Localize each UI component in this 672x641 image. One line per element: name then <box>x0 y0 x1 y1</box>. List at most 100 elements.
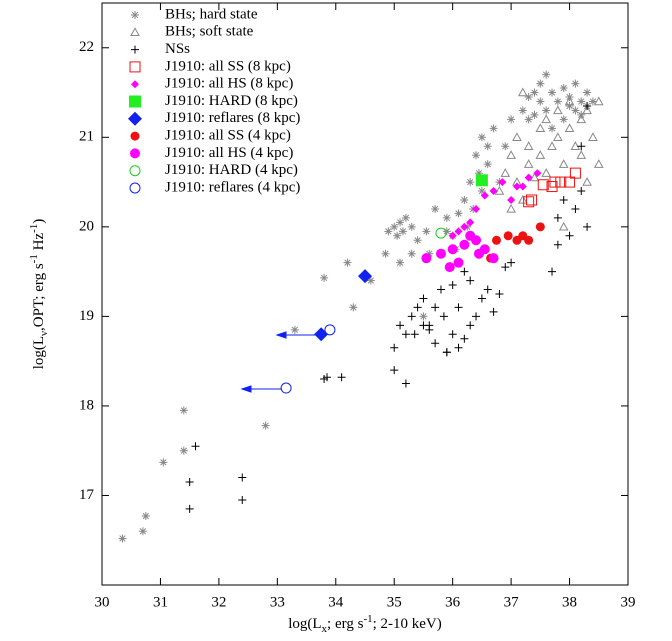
plus-marker <box>436 285 445 294</box>
asterisk-marker <box>390 222 399 231</box>
plus-marker <box>448 281 457 290</box>
asterisk-marker <box>536 97 545 106</box>
plus-marker <box>583 101 592 110</box>
plus-marker <box>396 321 405 330</box>
triangle-marker <box>500 168 511 177</box>
circle-marker <box>459 239 470 250</box>
plus-marker <box>185 504 194 513</box>
triangle-marker <box>582 105 592 115</box>
y-tick-label: 18 <box>79 397 94 413</box>
asterisk-marker <box>141 512 150 521</box>
plus-marker <box>390 343 399 352</box>
asterisk-marker <box>381 249 390 258</box>
asterisk-marker <box>559 115 568 124</box>
triangle-marker <box>535 123 546 133</box>
asterisk-marker <box>422 227 431 236</box>
asterisk-marker <box>507 115 516 124</box>
asterisk-marker <box>261 421 270 430</box>
asterisk-marker <box>483 142 492 151</box>
asterisk-marker <box>548 88 557 97</box>
plus-marker <box>337 373 346 382</box>
plus-marker <box>419 294 428 303</box>
x-tick-label: 39 <box>621 594 636 610</box>
asterisk-marker <box>565 101 574 110</box>
triangle-marker <box>512 132 522 142</box>
y-tick-label: 21 <box>79 129 94 145</box>
asterisk-marker <box>118 534 127 543</box>
plus-marker <box>577 187 586 196</box>
circle-marker <box>130 148 140 159</box>
triangle-marker <box>564 96 575 106</box>
asterisk-marker <box>553 97 562 106</box>
plus-marker <box>460 334 469 343</box>
legend-label: J1910: all HS (4 kpc) <box>165 145 293 161</box>
triangle-marker <box>553 132 563 142</box>
diamond-marker <box>533 169 542 178</box>
y-tick-label: 22 <box>79 39 94 55</box>
asterisk-marker <box>431 204 440 213</box>
plus-marker <box>483 285 492 294</box>
triangle-marker <box>494 186 505 195</box>
asterisk-marker <box>396 218 405 227</box>
plus-marker <box>131 45 139 54</box>
circle-marker <box>435 227 447 239</box>
circle-marker <box>447 244 458 255</box>
square-marker <box>564 176 576 188</box>
plus-marker <box>565 231 574 240</box>
asterisk-marker <box>398 227 407 236</box>
plus-marker <box>466 276 475 285</box>
plus-marker <box>238 495 247 504</box>
triangle-marker <box>582 177 592 186</box>
asterisk-marker <box>474 169 483 178</box>
plus-marker <box>466 321 475 330</box>
circle-marker <box>129 182 141 194</box>
plus-marker <box>425 321 434 330</box>
asterisk-marker <box>588 97 597 106</box>
diamond-marker <box>314 327 329 342</box>
triangle-marker <box>558 221 569 231</box>
circle-marker <box>129 165 141 177</box>
asterisk-marker <box>384 227 393 236</box>
plus-marker <box>501 263 510 272</box>
diamond-marker <box>518 182 527 191</box>
square-marker <box>549 176 561 188</box>
plus-marker <box>442 348 451 357</box>
plus-marker <box>454 343 463 352</box>
plus-marker <box>548 267 557 276</box>
triangle-marker <box>517 87 528 97</box>
triangle-marker <box>558 159 569 168</box>
circle-marker <box>492 235 501 245</box>
y-tick-label: 19 <box>79 308 94 324</box>
plus-marker <box>439 312 448 321</box>
asterisk-marker <box>477 187 486 196</box>
asterisk-marker <box>419 312 428 321</box>
plus-marker <box>507 258 516 267</box>
circle-marker <box>503 231 513 241</box>
circle-marker <box>488 253 499 264</box>
circle-marker <box>324 324 336 336</box>
legend-label: BHs; hard state <box>165 6 258 22</box>
plus-marker <box>454 303 463 312</box>
plus-marker <box>489 307 498 316</box>
plus-marker <box>410 330 419 339</box>
square-marker <box>523 196 535 208</box>
asterisk-marker <box>442 213 451 222</box>
triangle-marker <box>529 172 540 182</box>
x-tick-label: 32 <box>211 594 226 610</box>
legend-label: J1910: HARD (8 kpc) <box>165 93 298 109</box>
square-marker <box>569 167 581 179</box>
plus-marker <box>583 222 592 231</box>
asterisk-marker <box>454 209 463 218</box>
square-marker <box>475 174 488 187</box>
upper-limit-arrows <box>240 331 317 393</box>
triangle-marker <box>593 159 604 168</box>
legend-label: J1910: all SS (8 kpc) <box>165 58 291 74</box>
asterisk-marker <box>442 227 451 236</box>
triangle-marker <box>506 203 516 213</box>
square-marker <box>555 176 567 188</box>
triangle-marker <box>506 150 516 159</box>
circle-marker <box>453 257 464 268</box>
asterisk-marker <box>396 258 405 267</box>
plus-marker <box>472 312 481 321</box>
diamond-marker <box>131 80 139 89</box>
